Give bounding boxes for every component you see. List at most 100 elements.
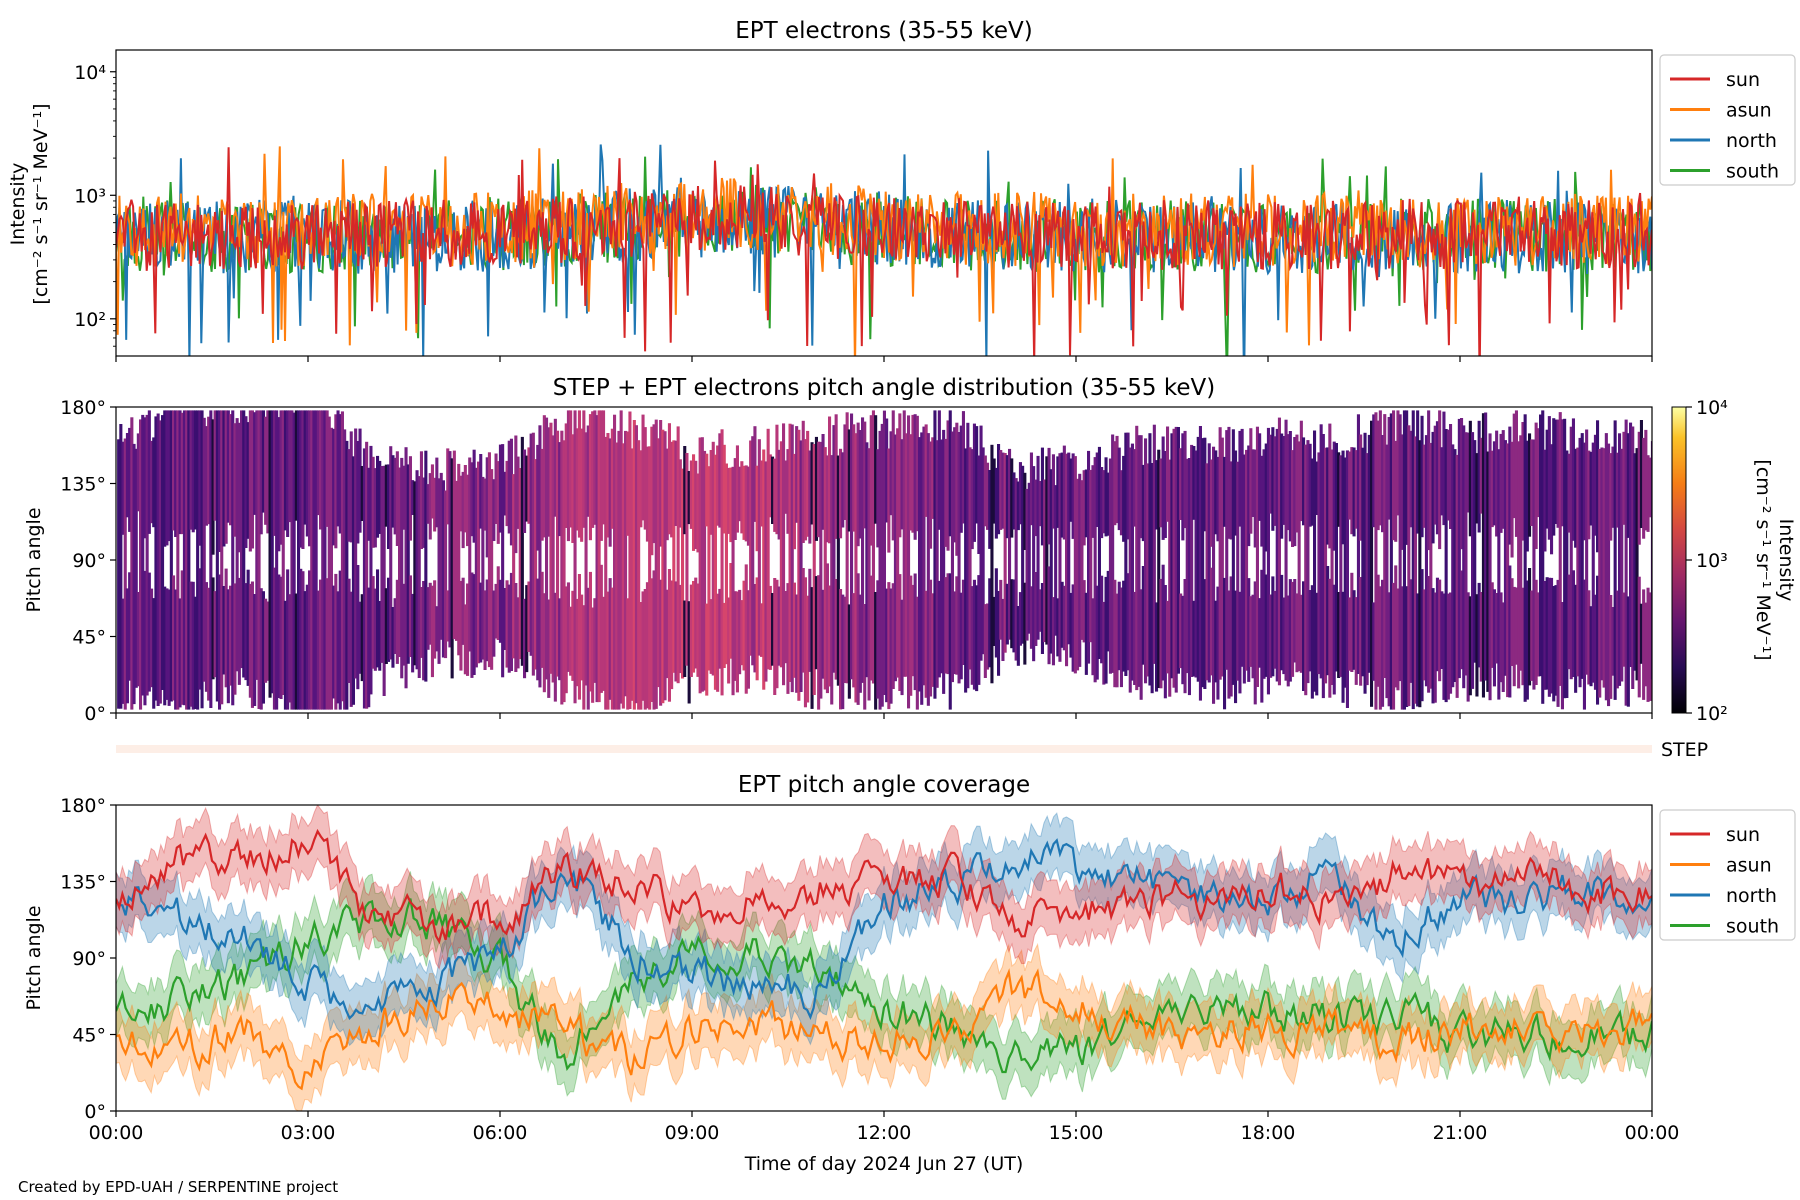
heatmap-cell	[1356, 414, 1360, 674]
heatmap-cell	[367, 587, 371, 708]
heatmap-cell	[165, 588, 169, 700]
heatmap-cell	[1571, 418, 1575, 541]
heatmap-cell	[1545, 577, 1549, 690]
heatmap-cell	[301, 410, 305, 549]
heatmap-cell	[626, 431, 630, 536]
heatmap-cell	[204, 582, 208, 692]
heatmap-cell	[854, 433, 858, 703]
heatmap-cell	[1148, 433, 1152, 686]
panel1-yticks: 10² 10³ 10⁴	[74, 62, 116, 347]
heatmap-cell	[509, 438, 513, 546]
heatmap-cell	[459, 475, 463, 532]
heatmap-cell	[1449, 592, 1453, 694]
heatmap-cell	[1280, 574, 1284, 671]
heatmap-cell	[1422, 444, 1426, 528]
heatmap-cell	[924, 424, 928, 517]
step-label: STEP	[1661, 739, 1708, 761]
heatmap-cell	[659, 579, 663, 706]
heatmap-cell	[121, 441, 125, 535]
heatmap-cell	[294, 410, 298, 521]
heatmap-cell	[1291, 581, 1295, 677]
heatmap-cell	[356, 441, 360, 544]
heatmap-cell	[1528, 433, 1532, 537]
heatmap-cell	[494, 583, 498, 639]
heatmap-cell	[1576, 447, 1580, 677]
heatmap-cell	[1060, 581, 1064, 648]
heatmap-cell	[226, 410, 230, 523]
heatmap-cell	[1587, 450, 1591, 540]
heatmap-cell	[128, 427, 132, 532]
panel1-frame	[115, 49, 1653, 357]
p3-series-south	[116, 898, 1652, 1074]
heatmap-cell	[130, 417, 134, 710]
heatmap-cell	[180, 412, 184, 535]
heatmap-cell	[468, 457, 472, 652]
heatmap-cell	[209, 410, 213, 708]
heatmap-cell	[1102, 470, 1106, 534]
heatmap-cell	[1315, 592, 1319, 696]
heatmap-cell	[301, 571, 305, 710]
heatmap-cell	[1058, 453, 1062, 662]
heatmap-cell	[1264, 574, 1268, 677]
heatmap-cell	[444, 490, 448, 659]
heatmap-cell	[406, 464, 410, 664]
heatmap-cell	[1119, 587, 1123, 688]
x-axis-label: Time of day 2024 Jun 27 (UT)	[744, 1153, 1024, 1175]
heatmap-cell	[1251, 449, 1255, 517]
heatmap-cell	[463, 604, 467, 675]
heatmap-cell	[1231, 429, 1235, 685]
heatmap-cell	[1642, 589, 1646, 700]
heatmap-cell	[356, 565, 360, 690]
heatmap-cell	[564, 586, 568, 694]
heatmap-cell	[470, 572, 474, 678]
heatmap-cell	[290, 410, 294, 710]
heatmap-cell	[1648, 457, 1652, 518]
heatmap-cell	[1227, 590, 1231, 699]
heatmap-cell	[211, 419, 215, 555]
xtick-label: 03:00	[281, 1122, 336, 1144]
heatmap-cell	[1409, 579, 1413, 683]
heatmap-cell	[156, 413, 160, 706]
heatmap-cell	[1611, 446, 1615, 528]
heatmap-cell	[1593, 434, 1597, 536]
panel3-title: EPT pitch angle coverage	[738, 772, 1030, 798]
heatmap-cell	[277, 574, 281, 698]
heatmap-cell	[297, 410, 301, 710]
heatmap-cell	[602, 596, 606, 691]
heatmap-cell	[1196, 436, 1200, 682]
heatmap-cell	[861, 417, 865, 683]
heatmap-cell	[516, 597, 520, 669]
heatmap-cell	[235, 418, 239, 672]
heatmap-cell	[593, 410, 597, 525]
heatmap-cell	[218, 574, 222, 710]
heatmap-cell	[713, 454, 717, 690]
heatmap-cell	[461, 471, 465, 549]
heatmap-cell	[325, 410, 329, 527]
heatmap-cell	[1223, 456, 1227, 527]
heatmap-cell	[1240, 428, 1244, 667]
panel1-xticks	[115, 356, 1653, 362]
heatmap-cell	[1402, 410, 1406, 710]
heatmap-cell	[1547, 577, 1551, 697]
heatmap-cell	[968, 447, 972, 670]
heatmap-cell	[193, 410, 197, 530]
panel2-xticks	[115, 713, 1653, 719]
heatmap-cell	[1284, 419, 1288, 681]
heatmap-cell	[823, 447, 827, 690]
panel3-xticks: 00:00 03:00 06:00 09:00 12:00 15:00 18:00 21:00…	[89, 1111, 1679, 1144]
heatmap-cell	[542, 415, 546, 538]
heatmap-cell	[1372, 414, 1376, 528]
legend-box	[1659, 54, 1796, 186]
heatmap-cell	[547, 427, 551, 537]
heatmap-cell	[1273, 436, 1277, 526]
heatmap-cell	[595, 415, 599, 703]
heatmap-cell	[408, 575, 412, 657]
heatmap-cell	[580, 594, 584, 681]
heatmap-cell	[398, 467, 402, 657]
heatmap-cell	[1525, 440, 1529, 552]
heatmap-cell	[972, 423, 976, 542]
heatmap-cell	[299, 568, 303, 710]
heatmap-cell	[1299, 420, 1303, 522]
heatmap-cell	[1510, 441, 1514, 558]
heatmap-cell	[1040, 583, 1044, 654]
